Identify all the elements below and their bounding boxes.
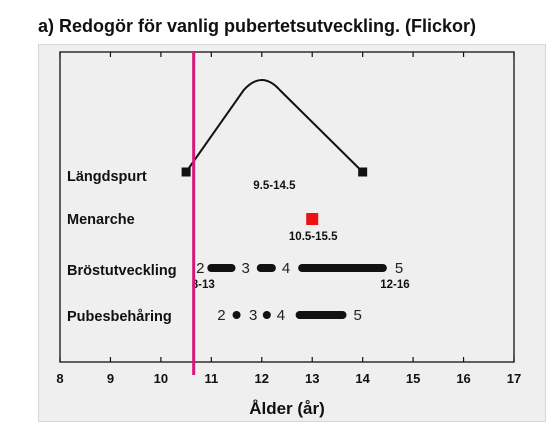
- breast-range-start-label: 8-13: [192, 279, 215, 291]
- chart-panel: [38, 44, 546, 422]
- x-tick-label-15: 15: [406, 371, 420, 386]
- growth-spurt-curve: [185, 79, 364, 173]
- chart-title: a) Redogör för vanlig pubertetsutvecklin…: [38, 16, 477, 36]
- pubic-stage-4-label: 4: [277, 307, 285, 324]
- growth-spurt-end-marker: [358, 167, 368, 177]
- growth-spurt-range-label: 9.5-14.5: [253, 180, 296, 192]
- row-label-brostutveckling: Bröstutveckling: [67, 263, 177, 279]
- x-axis-label: Ålder (år): [249, 399, 325, 418]
- pubic-stage-2-label: 2: [217, 307, 225, 324]
- breast-stage-2-label: 2: [196, 260, 204, 277]
- row-label-pubesbeharing: Pubesbehåring: [67, 309, 172, 325]
- x-tick-label-12: 12: [255, 371, 269, 386]
- x-tick-label-11: 11: [204, 371, 218, 386]
- pubic-stage-dot-2: [262, 311, 271, 319]
- pubic-stage-5-label: 5: [353, 307, 361, 324]
- row-label-menarche: Menarche: [67, 212, 135, 228]
- x-tick-label-17: 17: [507, 371, 521, 386]
- x-tick-label-14: 14: [355, 371, 370, 386]
- x-tick-label-13: 13: [305, 371, 319, 386]
- pubic-stage-3-label: 3: [249, 307, 257, 324]
- row-label-langdspurt: Längdspurt: [67, 169, 147, 185]
- x-tick-label-16: 16: [456, 371, 470, 386]
- menarche-marker: [306, 213, 319, 225]
- pubic-stage-dot-1: [232, 311, 241, 319]
- breast-stage-4-label: 4: [282, 260, 290, 277]
- breast-stage-5-label: 5: [395, 260, 403, 277]
- x-tick-label-10: 10: [154, 371, 168, 386]
- growth-spurt-start-marker: [181, 167, 191, 177]
- x-tick-label-8: 8: [56, 371, 63, 386]
- menarche-range-label: 10.5-15.5: [289, 231, 338, 243]
- plot-frame: [59, 51, 515, 363]
- x-tick-label-9: 9: [107, 371, 114, 386]
- breast-stage-3-label: 3: [241, 260, 249, 277]
- breast-range-end-label: 12-16: [380, 279, 409, 291]
